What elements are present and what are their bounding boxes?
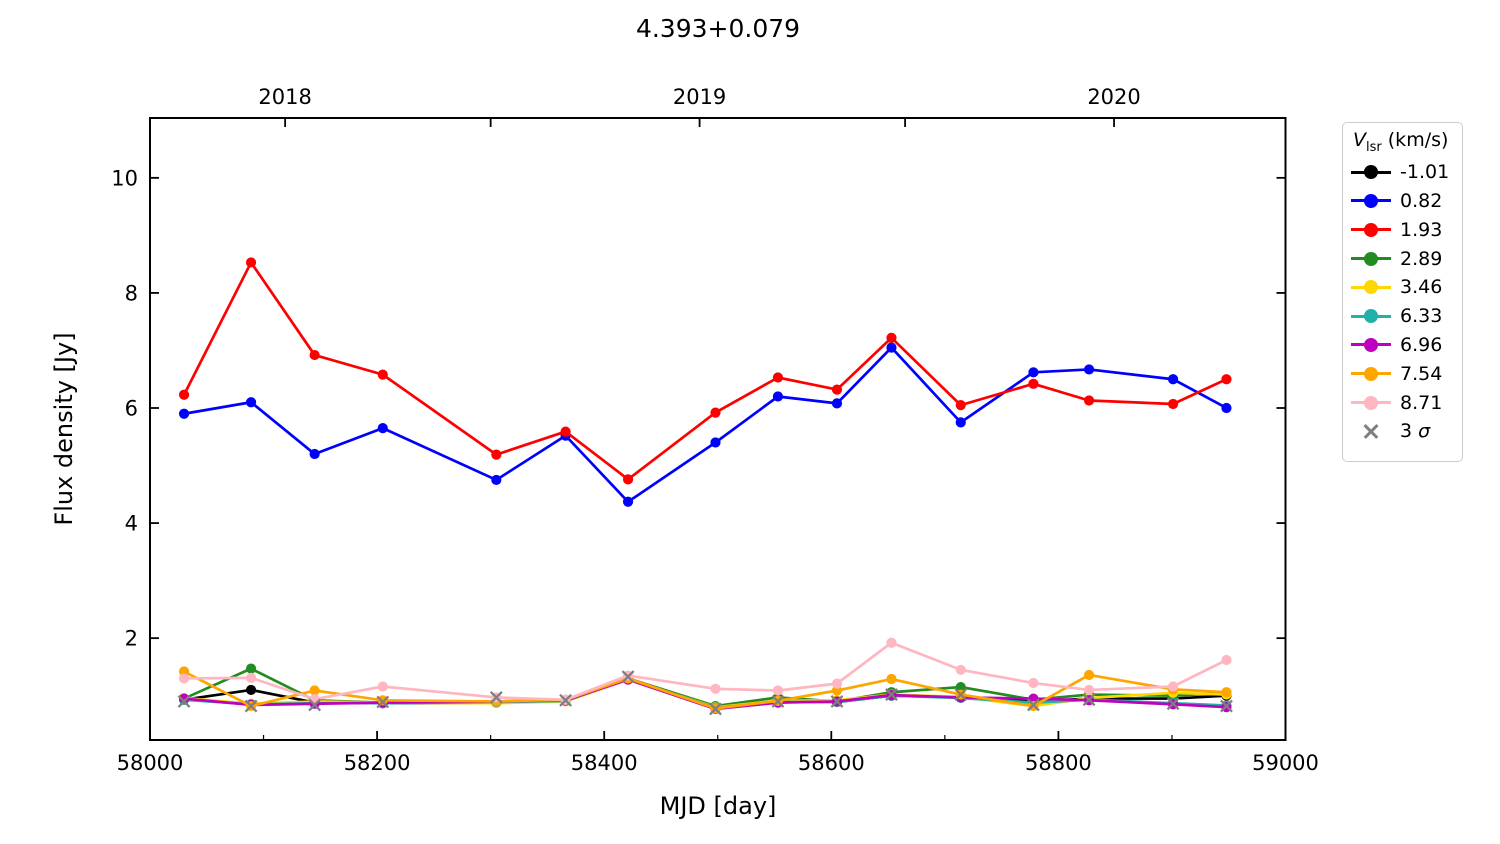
legend-entry-6.33: 6.33 [1351,302,1456,331]
series-3 σ [177,670,1233,716]
y-tick-label: 8 [125,281,138,305]
legend-entries: -1.01 0.82 1.93 2.89 3.46 6.33 6.96 7.54 8.71 3 σ [1351,158,1456,446]
legend-marker-icon [1351,163,1391,181]
y-axis-label: Flux density [Jy] [50,332,78,526]
legend-entry-3 σ: 3 σ [1351,417,1456,446]
legend-title-subscript: lsr [1366,139,1382,155]
legend-entry-label: 2.89 [1400,247,1443,270]
legend-marker-icon [1351,336,1391,354]
legend-entry-label: 7.54 [1400,362,1443,385]
legend-entry-1.93: 1.93 [1351,215,1456,244]
y-tick-label: 6 [125,396,138,420]
legend-entry-label: 0.82 [1400,189,1443,212]
sigma-x-icon [1351,422,1391,440]
legend-entry-3.46: 3.46 [1351,273,1456,302]
x-tick-label: 59000 [1252,751,1319,775]
legend: Vlsr (km/s) -1.01 0.82 1.93 2.89 3.46 6.33 6.9… [1342,122,1463,462]
legend-entry-label: 1.93 [1400,218,1443,241]
y-tick-label: 2 [125,627,138,651]
top-axis-year-label: 2019 [673,85,726,109]
legend-entry-8.71: 8.71 [1351,388,1456,417]
legend-entry-label: 3 σ [1400,420,1431,443]
legend-entry--1.01: -1.01 [1351,158,1456,187]
legend-entry-label: 6.96 [1400,333,1443,356]
top-axis-year-label: 2018 [258,85,311,109]
legend-marker-icon [1351,365,1391,383]
legend-title-symbol: V [1353,129,1366,151]
series-1.93 [178,257,1232,485]
legend-entry-label: 8.71 [1400,391,1443,414]
legend-marker-icon [1351,278,1391,296]
legend-entry-label: 3.46 [1400,276,1443,299]
plot-spines [149,117,1287,741]
series-0.82 [178,342,1232,507]
top-axis-year-label: 2020 [1087,85,1140,109]
x-tick-label: 58800 [1025,751,1092,775]
x-tick-label: 58400 [571,751,638,775]
chart-title: 4.393+0.079 [635,14,801,43]
legend-marker-icon [1351,192,1391,210]
legend-entry-0.82: 0.82 [1351,187,1456,216]
x-axis-label: MJD [day] [659,792,777,820]
legend-entry-6.96: 6.96 [1351,331,1456,360]
legend-marker-icon [1351,221,1391,239]
x-tick-label: 58000 [117,751,184,775]
y-tick-label: 4 [125,512,138,536]
legend-title: Vlsr (km/s) [1353,129,1456,155]
y-tick-label: 10 [111,166,138,190]
legend-title-units: (km/s) [1381,129,1449,151]
legend-entry-label: 6.33 [1400,305,1443,328]
legend-marker-icon [1351,307,1391,325]
x-tick-label: 58600 [798,751,865,775]
axis-ticks: 58000 58200 58400 58600 58800 59000 2018 2019 20… [111,85,1319,775]
legend-entry-label: -1.01 [1400,161,1450,184]
legend-entry-2.89: 2.89 [1351,244,1456,273]
legend-marker-icon [1351,394,1391,412]
x-tick-label: 58200 [344,751,411,775]
legend-entry-7.54: 7.54 [1351,359,1456,388]
legend-marker-icon [1351,250,1391,268]
